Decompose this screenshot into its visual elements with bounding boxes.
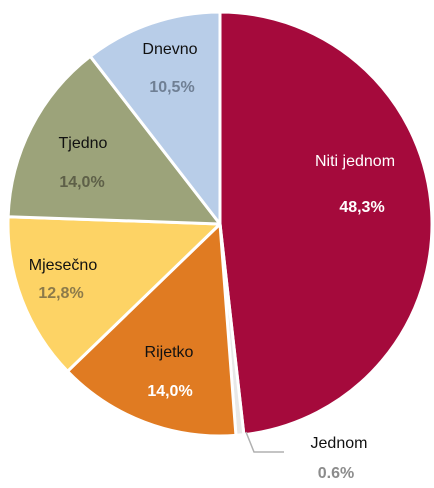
slice-label-tjedno: Tjedno (59, 135, 108, 152)
slice-value-rijetko: 14,0% (147, 383, 192, 400)
slice-value-mjesecno: 12,8% (38, 285, 83, 302)
jednom-leader-line (245, 431, 284, 453)
pie-slice-niti-jednom (218, 10, 434, 437)
pie-slice-tjedno (6, 54, 222, 226)
slice-value-tjedno: 14,0% (59, 174, 104, 191)
slice-value-niti-jednom: 48,3% (339, 199, 384, 216)
pie-slice-rijetko (66, 222, 238, 438)
slice-label-rijetko: Rijetko (145, 344, 194, 361)
pie-labels: Niti jednom 48,3% Jednom 0.6% Rijetko 14… (29, 41, 395, 482)
pie-slices (6, 10, 434, 438)
pie-slice-dnevno (88, 10, 222, 226)
slice-label-jednom: Jednom (311, 435, 368, 452)
slice-label-niti-jednom: Niti jednom (315, 153, 395, 170)
slice-value-dnevno: 10,5% (149, 79, 194, 96)
slice-value-jednom: 0.6% (318, 465, 354, 482)
slice-label-dnevno: Dnevno (142, 41, 197, 58)
pie-slice-mjesecno (6, 215, 222, 373)
slice-label-mjesecno: Mjesečno (29, 257, 98, 274)
